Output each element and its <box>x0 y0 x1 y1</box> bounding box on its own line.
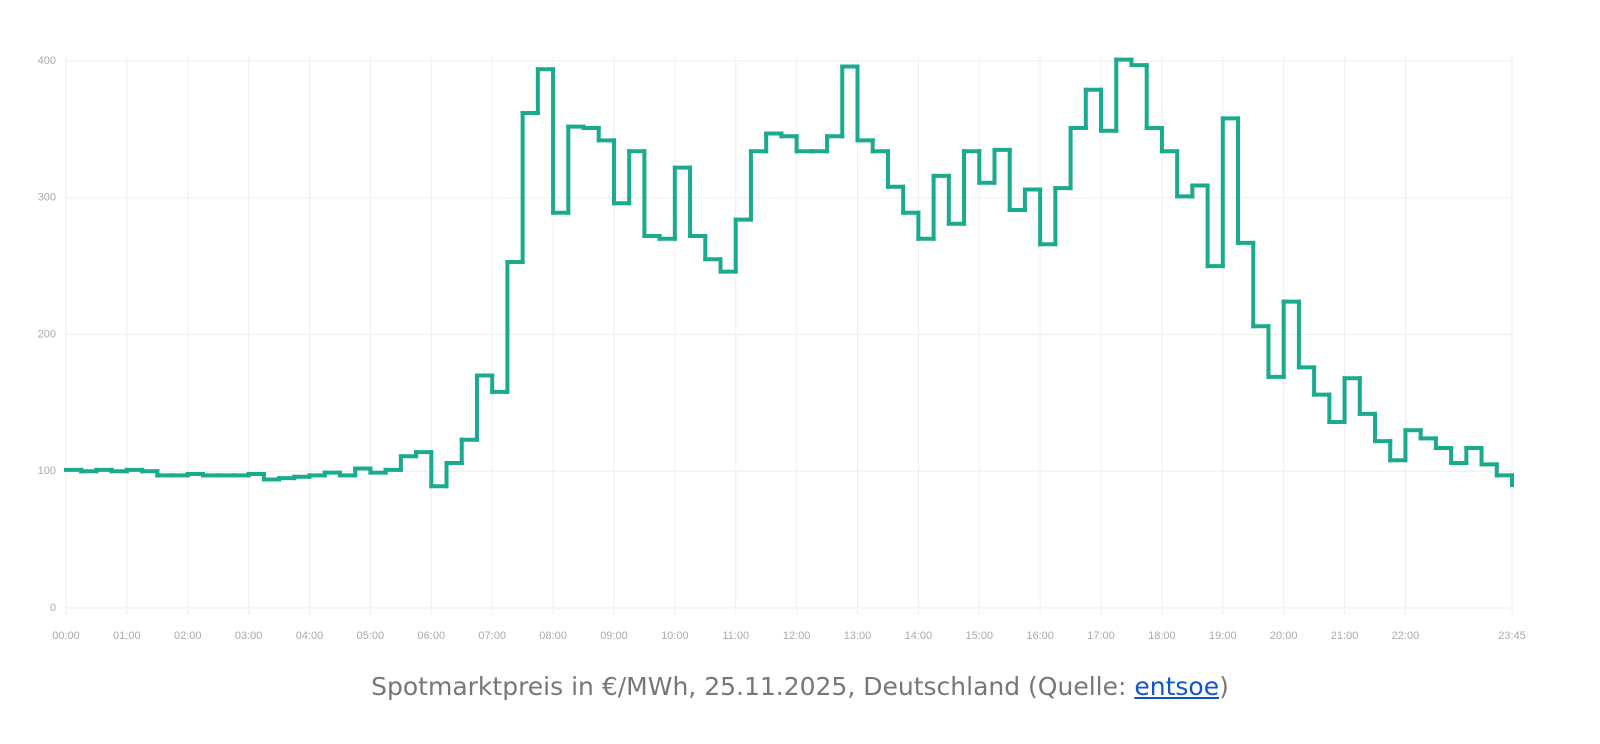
x-tick-label: 13:00 <box>844 630 872 642</box>
caption: Spotmarktpreis in €/MWh, 25.11.2025, Deu… <box>0 672 1600 701</box>
x-tick-label: 19:00 <box>1209 630 1237 642</box>
x-tick-label: 12:00 <box>783 630 811 642</box>
x-tick-label: 11:00 <box>722 630 749 642</box>
x-tick-label: 01:00 <box>113 630 141 642</box>
x-tick-label: 06:00 <box>418 630 446 642</box>
x-tick-label: 22:00 <box>1392 630 1420 642</box>
x-tick-label: 04:00 <box>296 630 324 642</box>
x-tick-label: 17:00 <box>1087 630 1115 642</box>
x-tick-label: 10:00 <box>661 630 689 642</box>
x-tick-label: 18:00 <box>1148 630 1176 642</box>
y-tick-label: 200 <box>38 328 56 340</box>
x-tick-label: 00:00 <box>52 630 80 642</box>
y-tick-label: 0 <box>50 602 56 614</box>
y-tick-label: 100 <box>38 465 56 477</box>
x-tick-label: 14:00 <box>905 630 933 642</box>
caption-text: Spotmarktpreis in €/MWh, 25.11.2025, Deu… <box>371 672 1135 701</box>
x-tick-label: 07:00 <box>478 630 506 642</box>
x-tick-label: 20:00 <box>1270 630 1298 642</box>
caption-text: ) <box>1219 672 1229 701</box>
x-tick-label: 03:00 <box>235 630 263 642</box>
x-tick-label: 16:00 <box>1026 630 1054 642</box>
x-tick-label: 05:00 <box>357 630 385 642</box>
x-tick-label: 15:00 <box>965 630 993 642</box>
x-tick-label: 02:00 <box>174 630 202 642</box>
x-tick-label: 21:00 <box>1331 630 1359 642</box>
y-tick-label: 400 <box>38 55 56 67</box>
x-tick-label: 09:00 <box>600 630 628 642</box>
chart: 0 100 200 300 400 00:00 01:00 02:00 03:00 04:00 05… <box>38 55 1526 642</box>
x-tick-label: 23:45 <box>1498 630 1526 642</box>
x-tick-label: 08:00 <box>539 630 567 642</box>
source-link[interactable]: entsoe <box>1134 672 1220 701</box>
y-tick-label: 300 <box>38 192 56 204</box>
